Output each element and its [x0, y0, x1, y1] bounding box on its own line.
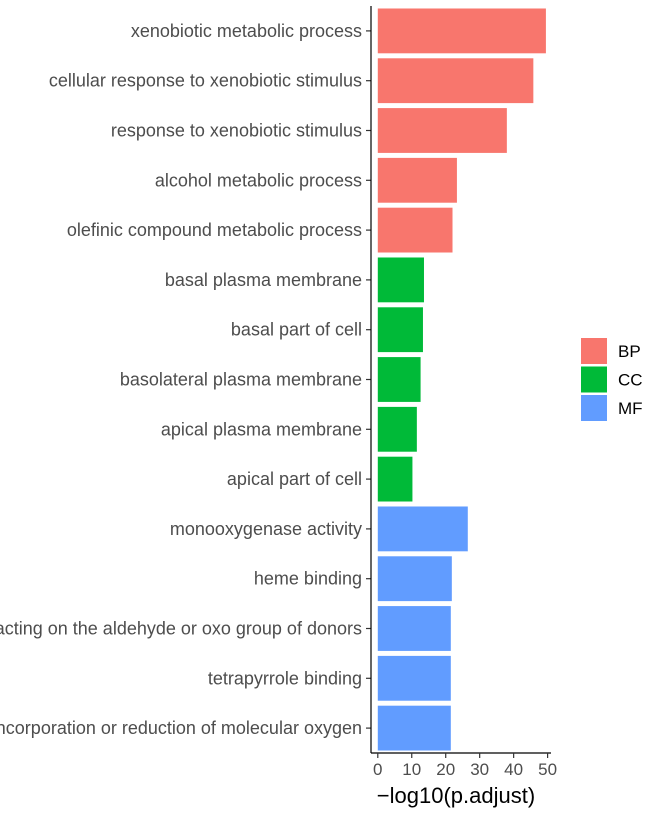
x-tick-label: 10 — [402, 760, 421, 779]
bar-cc — [377, 406, 417, 452]
x-tick-label: 30 — [470, 760, 489, 779]
x-axis-ticks: 0 10 20 30 40 50 — [373, 753, 557, 779]
legend: BP CC MF — [581, 338, 643, 421]
bar-cc — [377, 456, 413, 502]
bars — [377, 8, 546, 751]
category-label: oxidoreductase activity, acting on paire… — [0, 718, 362, 738]
y-axis-ticks — [366, 30, 371, 729]
bar-mf — [377, 556, 452, 602]
bar-mf — [377, 506, 468, 552]
legend-label: MF — [618, 399, 643, 418]
category-label: basal plasma membrane — [165, 270, 362, 290]
x-axis-title: −log10(p.adjust) — [377, 783, 535, 808]
x-tick-label: 20 — [436, 760, 455, 779]
legend-label: CC — [618, 371, 643, 390]
category-label: oxidoreductase activity, acting on the a… — [0, 619, 362, 639]
bar-bp — [377, 8, 546, 54]
category-label: basal part of cell — [231, 320, 362, 340]
category-label: alcohol metabolic process — [155, 170, 362, 190]
bar-bp — [377, 157, 457, 203]
x-tick-label: 0 — [373, 760, 382, 779]
legend-key-mf — [581, 395, 607, 421]
category-label: xenobiotic metabolic process — [131, 21, 362, 41]
bar-cc — [377, 257, 424, 303]
legend-label: BP — [618, 342, 641, 361]
category-label: olefinic compound metabolic process — [67, 220, 362, 240]
bar-bp — [377, 58, 534, 104]
legend-key-cc — [581, 366, 607, 393]
category-label: apical part of cell — [227, 469, 362, 489]
category-label: monooxygenase activity — [170, 519, 362, 539]
bar-mf — [377, 606, 451, 651]
category-label: heme binding — [254, 569, 362, 589]
bar-bp — [377, 207, 453, 253]
legend-key-bp — [581, 338, 607, 364]
category-label: cellular response to xenobiotic stimulus — [49, 71, 362, 91]
category-labels: xenobiotic metabolic process cellular res… — [0, 21, 362, 738]
bar-mf — [377, 705, 451, 751]
category-label: response to xenobiotic stimulus — [111, 121, 362, 141]
bar-bp — [377, 108, 507, 153]
category-label: apical plasma membrane — [161, 419, 362, 439]
category-label: tetrapyrrole binding — [208, 668, 362, 688]
bar-cc — [377, 357, 421, 402]
bar-mf — [377, 655, 451, 701]
x-tick-label: 50 — [538, 760, 557, 779]
bar-cc — [377, 307, 423, 353]
category-label: basolateral plasma membrane — [120, 370, 362, 390]
x-tick-label: 40 — [504, 760, 523, 779]
